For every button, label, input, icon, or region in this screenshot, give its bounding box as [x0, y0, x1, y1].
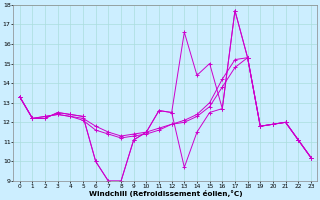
X-axis label: Windchill (Refroidissement éolien,°C): Windchill (Refroidissement éolien,°C)	[89, 190, 242, 197]
